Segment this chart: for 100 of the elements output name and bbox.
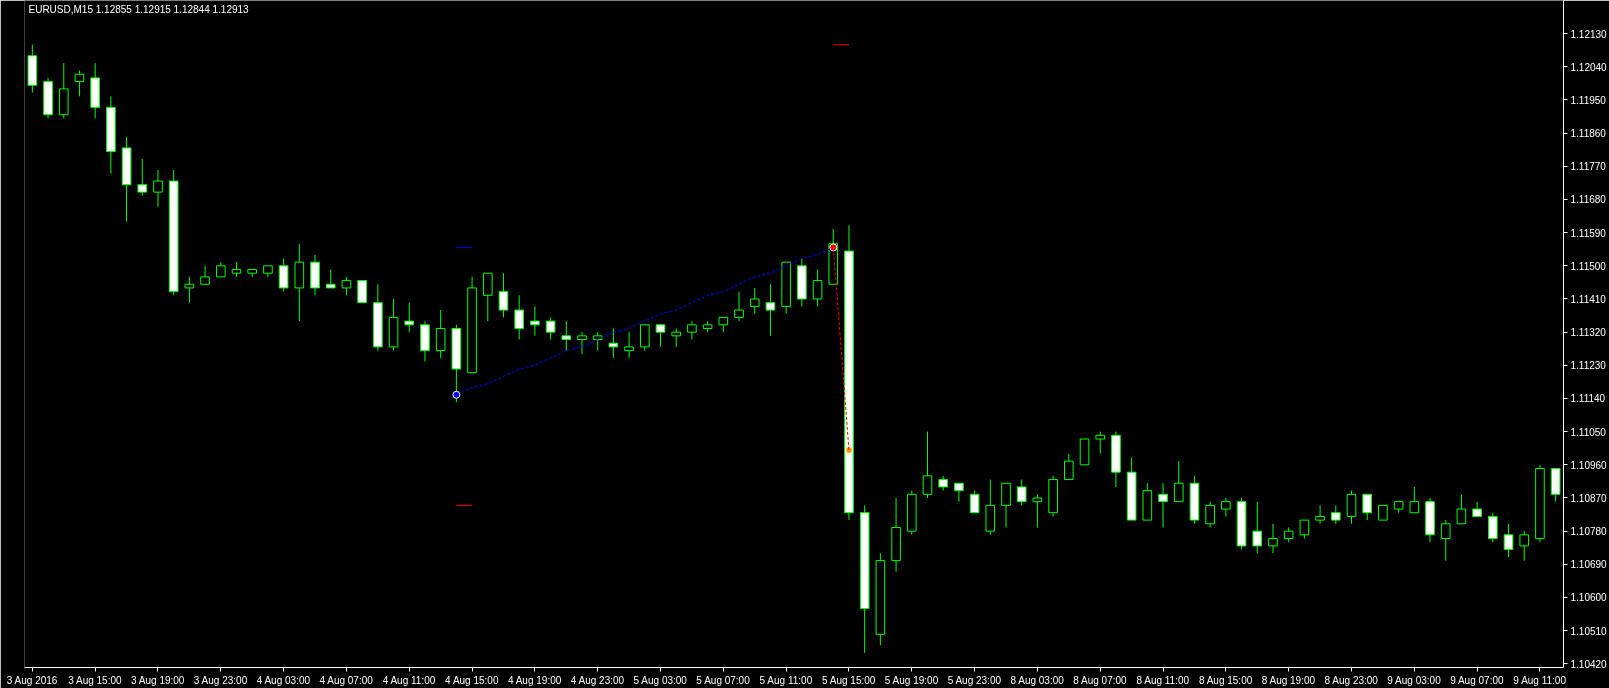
candlestick	[325, 269, 336, 289]
candlestick	[608, 327, 619, 359]
x-tick-label: 3 Aug 2016	[6, 674, 58, 686]
candlestick	[1268, 523, 1278, 554]
candlestick	[639, 324, 650, 352]
candlestick	[969, 490, 980, 514]
y-tick-label: 1.11140	[1570, 393, 1606, 405]
x-tick-label: 4 Aug 11:00	[382, 674, 436, 686]
candlestick	[1519, 530, 1530, 562]
chart-title: EURUSD,M15 1.12855 1.12915 1.12844 1.12913	[28, 3, 250, 15]
candlestick	[734, 291, 744, 322]
candlestick	[749, 287, 760, 315]
y-tick-label: 1.11500	[1570, 260, 1607, 272]
x-tick-label: 5 Aug 23:00	[947, 674, 1002, 686]
candlestick	[1330, 504, 1341, 525]
x-tick-label: 3 Aug 15:00	[68, 674, 123, 686]
x-tick-label: 8 Aug 07:00	[1073, 674, 1128, 686]
candlestick	[1158, 482, 1168, 528]
candlestick	[1409, 486, 1420, 514]
candlestick	[812, 269, 823, 307]
x-tick-label: 8 Aug 03:00	[1010, 674, 1065, 686]
x-tick-label: 3 Aug 23:00	[193, 674, 248, 686]
candlestick	[435, 309, 446, 359]
candlestick	[545, 316, 556, 341]
candlestick	[1456, 493, 1467, 525]
candlestick	[1315, 504, 1325, 525]
candlestick	[341, 276, 352, 296]
y-tick-label: 1.10510	[1570, 625, 1608, 637]
x-tick-label: 9 Aug 03:00	[1387, 674, 1442, 686]
candlestick	[153, 169, 163, 208]
y-tick-label: 1.11770	[1570, 161, 1607, 173]
y-tick-label: 1.11680	[1570, 194, 1607, 206]
candlestick	[1299, 519, 1310, 540]
x-tick-label: 4 Aug 03:00	[256, 674, 311, 686]
candlestick	[765, 283, 776, 337]
y-tick-label: 1.10870	[1570, 492, 1608, 504]
point	[452, 390, 461, 399]
candlestick	[655, 324, 666, 348]
candlestick	[1016, 479, 1027, 506]
candlestick	[404, 302, 415, 333]
candlestick	[278, 257, 289, 293]
candlestick	[1488, 512, 1498, 543]
candlestick	[1032, 493, 1043, 528]
y-tick-label: 1.11590	[1570, 227, 1607, 239]
x-tick-label: 5 Aug 15:00	[822, 674, 876, 686]
candlestick	[1252, 501, 1263, 554]
point	[829, 243, 838, 252]
x-tick-label: 9 Aug 11:00	[1513, 674, 1567, 686]
candlestick	[1362, 493, 1373, 521]
y-tick-label: 1.11320	[1570, 327, 1607, 339]
candlestick	[482, 272, 493, 322]
candlestick	[1440, 519, 1451, 562]
y-tick-label: 1.10960	[1570, 459, 1608, 471]
y-tick-label: 1.12130	[1570, 28, 1608, 40]
candlestick	[74, 70, 85, 97]
x-tick-label: 4 Aug 23:00	[570, 674, 625, 686]
candlestick	[184, 276, 195, 304]
x-tick-label: 4 Aug 15:00	[445, 674, 499, 686]
x-tick-label: 4 Aug 19:00	[507, 674, 562, 686]
candlestick	[577, 331, 587, 355]
candlestick	[1346, 490, 1357, 525]
x-tick-label: 5 Aug 11:00	[759, 674, 813, 686]
candlestick	[671, 327, 682, 348]
candlestick	[561, 320, 572, 352]
candlestick	[357, 280, 367, 304]
candlestick	[514, 294, 524, 341]
x-tick-label: 8 Aug 19:00	[1261, 674, 1316, 686]
x-tick-label: 4 Aug 07:00	[319, 674, 374, 686]
y-tick-label: 1.11050	[1570, 426, 1607, 438]
y-tick-label: 1.10690	[1570, 559, 1608, 571]
y-tick-label: 1.10600	[1570, 592, 1608, 604]
candlestick	[200, 265, 210, 285]
candlestick	[1064, 453, 1074, 481]
candlestick	[687, 320, 697, 341]
y-tick-label: 1.10420	[1570, 658, 1608, 670]
y-tick-label: 1.11410	[1570, 293, 1607, 305]
candlestick	[1173, 460, 1184, 503]
x-tick-label: 8 Aug 11:00	[1136, 674, 1190, 686]
y-tick-label: 1.11860	[1570, 128, 1607, 140]
candlestick	[1001, 482, 1011, 528]
candlestick	[498, 272, 509, 318]
candlestick	[1221, 497, 1231, 517]
x-tick-label: 9 Aug 07:00	[1450, 674, 1504, 686]
y-tick-label: 1.11950	[1570, 95, 1607, 106]
y-tick-label: 1.12040	[1570, 61, 1608, 73]
candlestick	[137, 158, 148, 197]
x-tick-label: 8 Aug 23:00	[1324, 674, 1379, 686]
y-tick-label: 1.10780	[1570, 526, 1608, 538]
candlestick	[592, 331, 603, 352]
x-tick-label: 5 Aug 19:00	[884, 674, 939, 686]
candlestick	[1095, 431, 1106, 455]
candlestick	[530, 305, 540, 337]
x-tick-label: 5 Aug 03:00	[633, 674, 688, 686]
candlestick	[922, 431, 933, 499]
x-tick-label: 8 Aug 15:00	[1198, 674, 1253, 686]
candlestick	[624, 331, 634, 359]
candlestick	[954, 482, 964, 503]
candlestick	[1503, 523, 1514, 558]
x-tick-label: 3 Aug 19:00	[131, 674, 185, 686]
candlestick	[1205, 501, 1215, 528]
